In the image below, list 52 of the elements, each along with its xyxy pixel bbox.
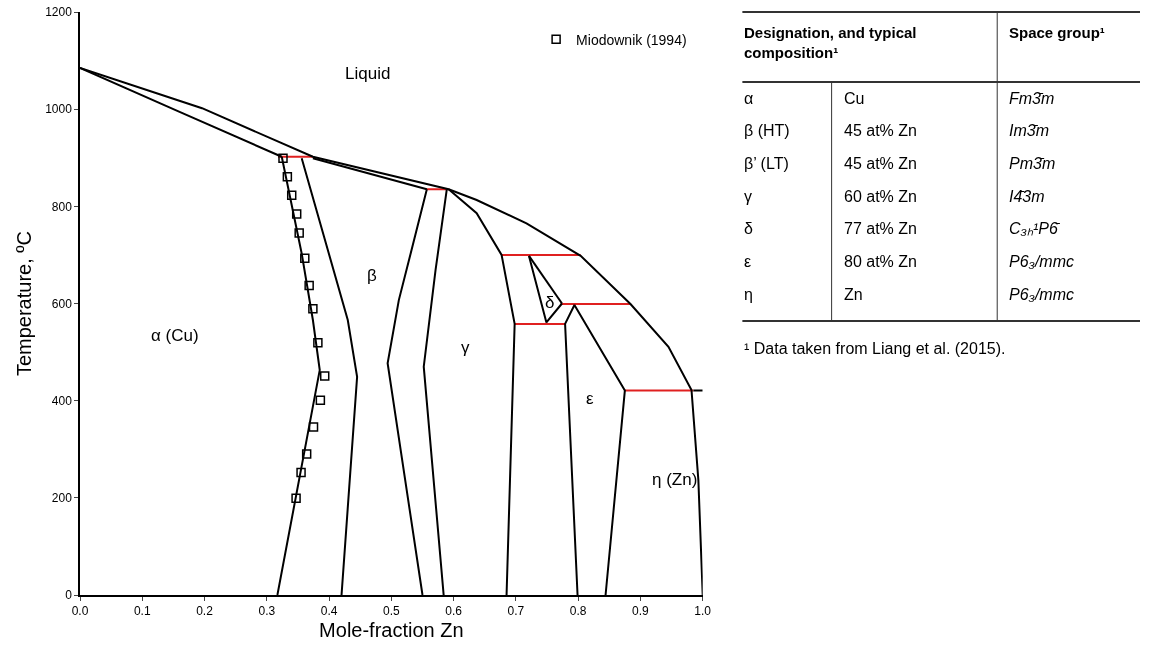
category-label: Space group¹	[1009, 24, 1105, 41]
text: Zn	[844, 286, 863, 303]
text: 77 at% Zn	[844, 220, 917, 237]
annotation: ε	[586, 389, 594, 408]
text: 45 at% Zn	[844, 155, 917, 172]
y-tick-label: 1000	[45, 102, 73, 117]
y-tick-label: 600	[51, 296, 73, 311]
text: γ	[744, 188, 752, 205]
text: ¹ Data taken from Liang et al. (2015).	[744, 340, 1006, 357]
text: P6₃/mmc	[1009, 253, 1075, 270]
text: Pm3̄m	[1009, 155, 1056, 172]
x-tick-label: 0.3	[258, 604, 276, 619]
x-tick-label: 0.2	[196, 604, 214, 619]
text: η	[744, 286, 753, 303]
text: 45 at% Zn	[844, 122, 917, 139]
text: Cu	[844, 90, 865, 107]
x-tick-label: 0.5	[383, 604, 401, 619]
y-tick-label: 0	[65, 588, 73, 603]
text: I4̄3m	[1009, 188, 1045, 205]
text: Fm3̄m	[1009, 90, 1055, 107]
y-tick-label: 200	[51, 491, 73, 506]
x-tick-label: 0.1	[133, 604, 151, 619]
annotation: η (Zn)	[652, 470, 698, 489]
text: δ	[744, 220, 753, 237]
text: α	[744, 90, 754, 107]
y-tick-label: 1200	[45, 5, 73, 20]
annotation: δ	[545, 293, 555, 312]
text: β’ (LT)	[744, 155, 789, 172]
annotation: α (Cu)	[151, 326, 199, 345]
text: C₃ₕ¹P6̄	[1009, 220, 1058, 237]
annotation: γ	[461, 338, 470, 357]
text: P6₃/mmc	[1009, 286, 1075, 303]
x-tick-label: 0.0	[71, 604, 89, 619]
text: 80 at% Zn	[844, 253, 917, 270]
x-tick-label: 0.4	[320, 604, 338, 619]
text: β (HT)	[744, 122, 790, 139]
x-tick-label: 0.7	[507, 604, 525, 619]
x-tick-label: 0.8	[569, 604, 587, 619]
category-label: Designation, and typical composition¹	[744, 24, 917, 61]
x-axis-title: Mole-fraction Zn	[319, 619, 464, 642]
x-tick-label: 1.0	[694, 604, 712, 619]
annotation: β	[367, 266, 377, 285]
y-tick-label: 400	[51, 393, 73, 408]
annotation: Liquid	[345, 64, 391, 83]
y-tick-label: 800	[51, 199, 73, 214]
text: Im3̄m	[1009, 122, 1049, 139]
text: 60 at% Zn	[844, 188, 917, 205]
legend-label: Miodownik (1994)	[576, 31, 687, 48]
y-axis-title: Temperature, ºC	[13, 230, 36, 377]
x-tick-label: 0.6	[445, 604, 463, 619]
x-tick-label: 0.9	[632, 604, 650, 619]
text: ε	[744, 253, 752, 270]
